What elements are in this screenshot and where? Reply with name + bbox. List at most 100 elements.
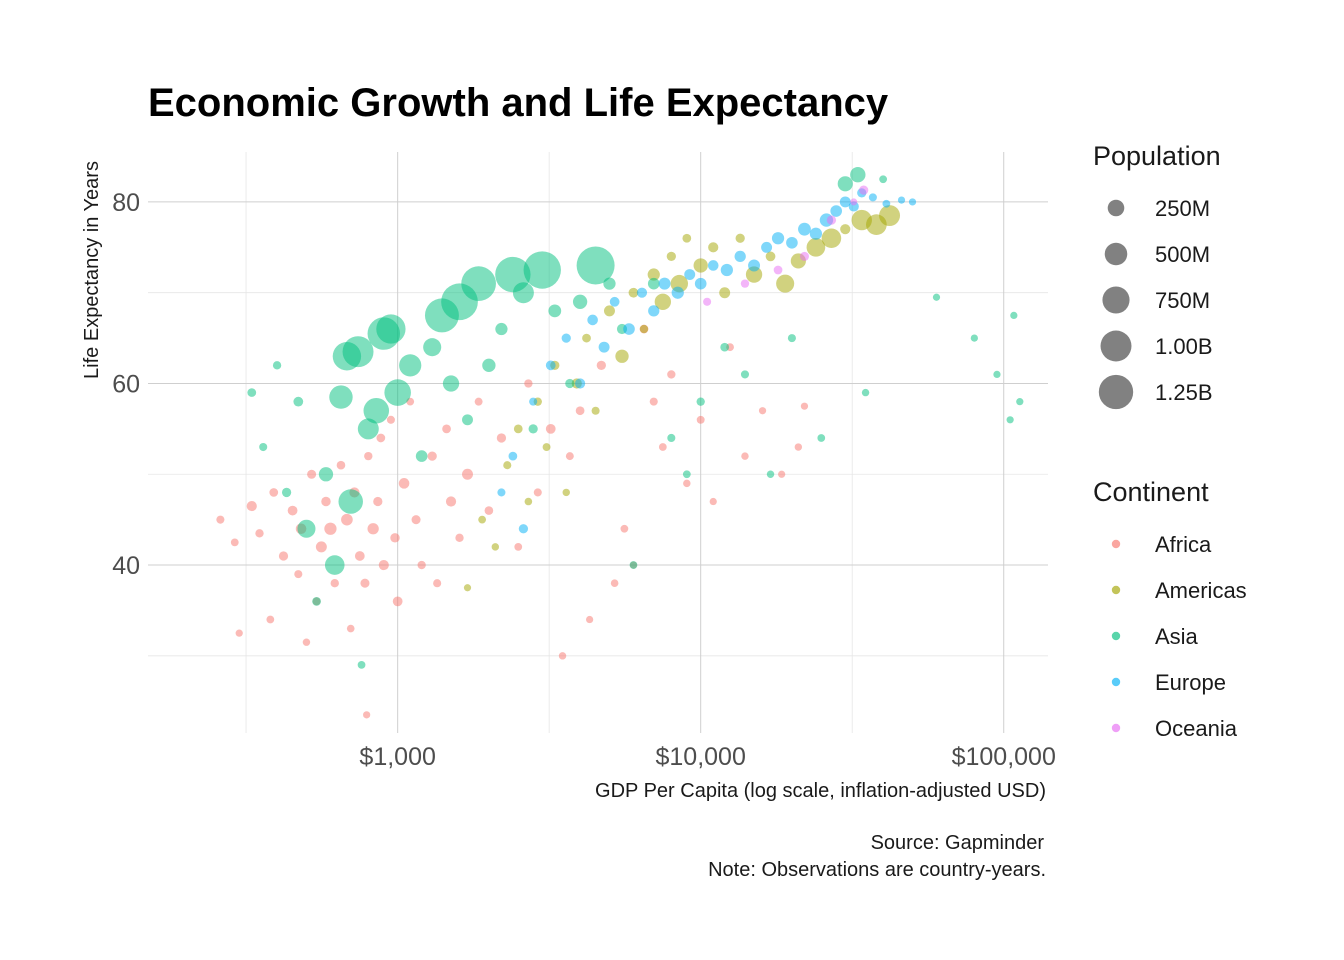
point-americas-0: [463, 584, 472, 592]
point-asia-53: [932, 293, 941, 301]
x-axis-title: GDP Per Capita (log scale, inflation-adj…: [595, 780, 1046, 802]
point-americas-14: [615, 349, 629, 363]
point-africa-1: [230, 538, 239, 547]
point-asia-18: [384, 379, 411, 406]
point-asia-11: [338, 489, 363, 514]
point-africa-0: [216, 515, 225, 524]
point-africa-22: [354, 551, 365, 561]
point-europe-2: [518, 524, 529, 534]
x-axis-ticks: $1,000 $10,000 $100,000: [359, 743, 1055, 771]
size-legend-key-3: [1100, 330, 1132, 362]
y-tick-label-0: 40: [112, 552, 140, 580]
point-asia-48: [817, 434, 826, 442]
point-africa-25: [364, 451, 373, 461]
point-europe-32: [882, 199, 891, 208]
point-europe-25: [809, 227, 823, 240]
data-points: [216, 167, 1024, 719]
point-europe-1: [508, 451, 518, 461]
point-asia-56: [1006, 416, 1014, 424]
size-legend-label-1: 500M: [1155, 242, 1210, 267]
point-europe-5: [561, 333, 571, 343]
size-legend-key-2: [1102, 286, 1130, 314]
size-legend-key-1: [1104, 242, 1128, 266]
point-europe-10: [623, 323, 635, 335]
point-europe-9: [609, 296, 620, 307]
point-americas-9: [562, 488, 570, 497]
point-oceania-0: [703, 297, 712, 306]
point-africa-36: [417, 560, 426, 570]
point-africa-40: [445, 496, 457, 507]
point-asia-26: [461, 266, 496, 301]
point-europe-17: [707, 260, 719, 271]
point-asia-50: [850, 167, 866, 183]
color-legend-label-europe: Europe: [1155, 670, 1226, 695]
point-asia-52: [879, 175, 888, 184]
point-africa-43: [474, 397, 483, 406]
point-africa-16: [324, 522, 337, 535]
point-europe-23: [786, 236, 798, 249]
color-legend-label-oceania: Oceania: [1155, 716, 1238, 741]
color-legend-title: Continent: [1093, 477, 1209, 507]
point-africa-38: [433, 579, 442, 588]
point-asia-46: [766, 470, 775, 478]
point-africa-66: [741, 452, 749, 460]
point-europe-13: [658, 277, 671, 290]
point-africa-14: [315, 541, 327, 553]
point-oceania-5: [850, 198, 858, 206]
point-africa-39: [442, 424, 451, 434]
point-africa-3: [246, 500, 257, 512]
point-asia-49: [837, 176, 853, 192]
point-americas-2: [491, 543, 500, 551]
point-africa-23: [360, 578, 370, 588]
point-africa-29: [378, 559, 389, 571]
point-asia-34: [565, 378, 575, 389]
point-africa-70: [800, 402, 809, 410]
caption-source: Source: Gapminder: [871, 832, 1045, 854]
point-africa-2: [235, 629, 243, 637]
point-africa-20: [346, 624, 355, 633]
point-asia-41: [667, 433, 676, 442]
point-asia-19: [399, 354, 422, 377]
y-tick-label-2: 80: [112, 189, 140, 217]
point-europe-33: [897, 196, 906, 204]
caption-note: Note: Observations are country-years.: [708, 859, 1046, 881]
point-asia-17: [376, 314, 406, 344]
point-asia-14: [357, 418, 379, 440]
point-europe-31: [868, 193, 877, 202]
point-europe-12: [648, 305, 660, 317]
point-oceania-2: [773, 265, 783, 275]
color-legend: Continent Africa Americas Asia Europe Oceani…: [1093, 477, 1247, 741]
point-americas-17: [647, 268, 660, 281]
point-europe-18: [720, 263, 733, 277]
point-africa-49: [545, 424, 556, 434]
point-africa-69: [794, 443, 803, 451]
point-africa-53: [586, 615, 594, 624]
point-asia-21: [423, 338, 442, 357]
point-africa-4: [255, 529, 264, 538]
point-africa-59: [649, 397, 658, 406]
point-africa-11: [302, 638, 311, 646]
color-legend-key-americas: [1111, 585, 1121, 595]
point-europe-20: [748, 259, 761, 272]
point-asia-31: [528, 424, 538, 434]
grid: [148, 152, 1048, 733]
point-asia-30: [512, 282, 534, 304]
color-legend-key-europe: [1111, 677, 1121, 687]
point-europe-6: [575, 378, 586, 389]
point-asia-23: [442, 375, 460, 392]
point-europe-28: [839, 196, 851, 208]
point-africa-52: [575, 406, 585, 416]
point-africa-7: [278, 551, 289, 561]
point-asia-42: [682, 470, 691, 479]
point-europe-8: [598, 341, 610, 353]
point-asia-0: [247, 388, 257, 397]
point-asia-9: [329, 385, 353, 409]
point-africa-28: [376, 433, 386, 443]
point-africa-17: [330, 579, 339, 588]
point-africa-50: [558, 652, 567, 660]
point-africa-19: [341, 513, 353, 526]
size-legend-title: Population: [1093, 141, 1221, 171]
point-americas-11: [582, 333, 591, 343]
point-asia-35: [572, 294, 588, 309]
